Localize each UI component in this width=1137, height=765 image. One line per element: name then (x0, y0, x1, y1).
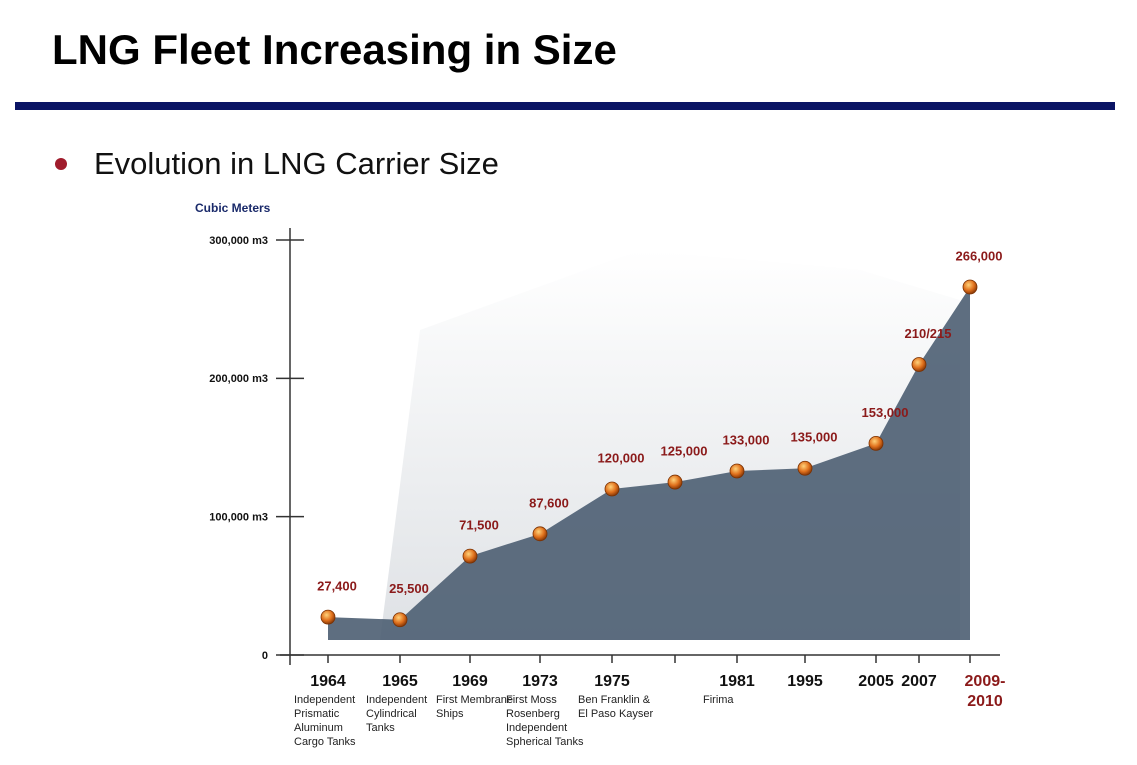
data-point (604, 481, 620, 497)
data-point (868, 435, 884, 451)
data-point (532, 526, 548, 542)
category-note: First Moss Rosenberg Independent Spheric… (506, 694, 584, 748)
value-label: 133,000 (723, 432, 770, 447)
y-tick-label: 300,000 m3 (209, 235, 268, 247)
category-note: Independent Prismatic Aluminum Cargo Tan… (294, 694, 356, 748)
value-label: 25,500 (389, 581, 429, 596)
value-label: 266,000 (956, 248, 1003, 263)
y-tick-label: 0 (262, 650, 268, 662)
value-label: 125,000 (661, 444, 708, 459)
value-label: 210/215 (905, 326, 952, 341)
x-tick-label: 2005 (858, 673, 894, 690)
data-point (320, 609, 336, 625)
y-axis-title: Cubic Meters (195, 201, 271, 215)
value-label: 120,000 (598, 450, 645, 465)
y-tick-label: 200,000 m3 (209, 373, 268, 385)
x-tick-label: 2007 (901, 673, 937, 690)
data-point (962, 279, 978, 295)
data-point (729, 463, 745, 479)
data-point (667, 474, 683, 490)
category-note: First Membrane Ships (436, 694, 514, 720)
x-tick-label: 1973 (522, 673, 558, 690)
value-label: 87,600 (529, 495, 569, 510)
data-point (392, 612, 408, 628)
value-label: 153,000 (862, 405, 909, 420)
x-tick-label: 1965 (382, 673, 418, 690)
title-rule (15, 102, 1115, 110)
category-note: Independent Cylindrical Tanks (366, 694, 428, 734)
value-label: 27,400 (317, 579, 357, 594)
bullet-text: Evolution in LNG Carrier Size (94, 146, 499, 181)
y-tick-label: 100,000 m3 (209, 512, 268, 524)
data-point (797, 460, 813, 476)
size-area (328, 287, 970, 640)
x-tick-label: 1995 (787, 673, 823, 690)
data-point (462, 548, 478, 564)
x-tick-label: 1969 (452, 673, 488, 690)
bullet-marker (55, 158, 67, 170)
category-note: Ben Franklin & El Paso Kayser (578, 694, 654, 720)
x-tick-label: 1981 (719, 673, 755, 690)
x-tick-label: 1964 (310, 673, 346, 690)
category-note: Firima (703, 694, 734, 706)
value-label: 71,500 (459, 518, 499, 533)
x-tick-label: 2009- 2010 (964, 673, 1006, 710)
value-label: 135,000 (791, 430, 838, 445)
x-tick-label: 1975 (594, 673, 630, 690)
data-point (911, 357, 927, 372)
slide-title: LNG Fleet Increasing in Size (52, 26, 617, 73)
